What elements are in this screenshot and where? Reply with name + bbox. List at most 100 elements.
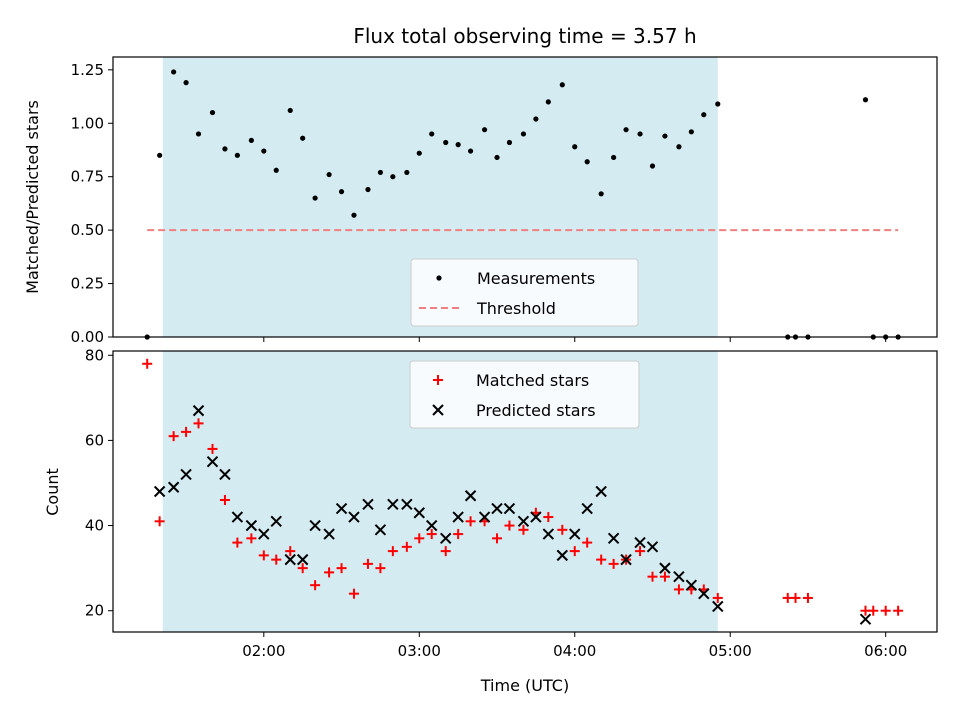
measurement-point bbox=[637, 131, 643, 137]
predicted-star-point bbox=[167, 481, 180, 493]
predicted-star-point bbox=[464, 490, 477, 502]
bottom-ytick-label: 80 bbox=[85, 346, 104, 364]
matched-star-point bbox=[285, 546, 296, 557]
matched-star-point bbox=[492, 533, 503, 544]
predicted-star-point bbox=[426, 519, 438, 532]
matched-star-point bbox=[310, 580, 321, 591]
top-panel: Flux total observing time = 3.57 h 0.000… bbox=[23, 24, 938, 346]
matched-star-point bbox=[207, 443, 218, 454]
matched-star-point bbox=[219, 495, 230, 506]
measurement-point bbox=[338, 189, 345, 195]
top-axes: 0.00 0.25 0.50 0.75 1.00 1.25 bbox=[71, 61, 887, 346]
matched-star-point bbox=[181, 426, 192, 437]
measurement-point bbox=[584, 159, 590, 165]
matched-star-point bbox=[258, 550, 269, 561]
measurement-point bbox=[326, 171, 332, 178]
measurement-point bbox=[209, 109, 216, 116]
predicted-star-point bbox=[219, 468, 231, 481]
matched-star-point bbox=[504, 520, 515, 531]
measurement-point bbox=[312, 195, 318, 201]
matched-star-point bbox=[557, 524, 568, 535]
predicted-star-point bbox=[530, 511, 542, 523]
bottom-legend: Matched stars Predicted stars bbox=[409, 360, 640, 429]
matched-star-point bbox=[790, 592, 801, 603]
predicted-star-point bbox=[685, 579, 698, 591]
measurement-point bbox=[248, 137, 254, 143]
measurement-point bbox=[183, 80, 189, 86]
matched-star-point bbox=[375, 563, 386, 574]
matched-star-point bbox=[324, 567, 335, 578]
predicted-star-point bbox=[517, 515, 530, 528]
matched-star-point bbox=[271, 554, 282, 565]
bottom-axes-frame bbox=[112, 350, 938, 633]
bottom-xtick-label: 02:00 bbox=[242, 642, 285, 660]
x-axis-title: Time (UTC) bbox=[480, 676, 569, 695]
measurement-point bbox=[273, 167, 279, 173]
predicted-star-point bbox=[634, 536, 646, 549]
predicted-star-point bbox=[569, 528, 581, 540]
matched-star-point bbox=[673, 584, 684, 595]
predicted-star-point bbox=[413, 507, 425, 519]
measurement-point bbox=[715, 101, 721, 107]
predicted-star-point bbox=[284, 553, 296, 566]
matched-star-point bbox=[414, 533, 425, 544]
matched-star-point bbox=[154, 516, 165, 527]
legend-frame bbox=[410, 258, 639, 327]
measurement-point bbox=[481, 127, 488, 133]
bottom-y-axis-title: Count bbox=[43, 468, 62, 516]
top-ytick-label: 0.75 bbox=[71, 168, 104, 186]
matched-star-point bbox=[168, 431, 179, 442]
matched-star-point bbox=[193, 418, 204, 429]
matched-star-point bbox=[453, 529, 464, 540]
legend-label: Measurements bbox=[477, 269, 595, 288]
measurement-point bbox=[676, 144, 682, 150]
measurement-point bbox=[195, 131, 202, 137]
measurement-point bbox=[222, 146, 228, 152]
matched-star-point bbox=[426, 529, 437, 540]
predicted-star-point bbox=[323, 528, 335, 540]
matched-star-point bbox=[142, 358, 153, 369]
bottom-ytick-label: 20 bbox=[85, 602, 104, 620]
predicted-star-point bbox=[595, 485, 607, 498]
predicted-star-point bbox=[192, 404, 205, 417]
measurement-point bbox=[572, 144, 578, 150]
predicted-star-point bbox=[620, 553, 632, 566]
predicted-star-point bbox=[206, 455, 219, 468]
top-ytick-label: 1.25 bbox=[71, 61, 104, 79]
top-ytick-label: 1.00 bbox=[71, 114, 104, 132]
chart-title: Flux total observing time = 3.57 h bbox=[353, 24, 696, 48]
predicted-star-point bbox=[270, 515, 282, 528]
matched-star-point bbox=[348, 588, 359, 599]
measurement-point bbox=[416, 150, 422, 156]
measurement-point bbox=[701, 112, 707, 118]
matched-star-point bbox=[387, 546, 398, 557]
matched-star-point bbox=[297, 563, 308, 574]
legend-marker-predicted bbox=[432, 404, 444, 416]
matched-star-point bbox=[635, 546, 646, 557]
bottom-xtick-label: 03:00 bbox=[398, 642, 441, 660]
measurement-point bbox=[171, 69, 177, 75]
predicted-star-point bbox=[231, 511, 244, 523]
matched-star-point bbox=[880, 605, 891, 616]
matched-star-point bbox=[868, 605, 879, 616]
measurement-point bbox=[649, 163, 656, 169]
measurement-point bbox=[157, 152, 163, 158]
predicted-star-point bbox=[258, 528, 270, 540]
matched-star-point bbox=[596, 554, 607, 565]
bottom-xtick-label: 04:00 bbox=[553, 642, 596, 660]
bottom-marks bbox=[142, 358, 904, 625]
bottom-xtick-label: 06:00 bbox=[864, 642, 907, 660]
predicted-star-point bbox=[556, 549, 569, 562]
matched-star-point bbox=[518, 524, 529, 535]
matched-star-point bbox=[246, 533, 257, 544]
top-ytick-label: 0.25 bbox=[71, 275, 104, 293]
predicted-star-point bbox=[309, 519, 321, 532]
matched-star-point bbox=[608, 558, 619, 569]
measurement-point bbox=[390, 174, 396, 180]
measurement-point bbox=[443, 139, 449, 146]
predicted-star-point bbox=[646, 541, 659, 553]
measurement-point bbox=[455, 142, 461, 148]
predicted-star-point bbox=[503, 502, 516, 515]
